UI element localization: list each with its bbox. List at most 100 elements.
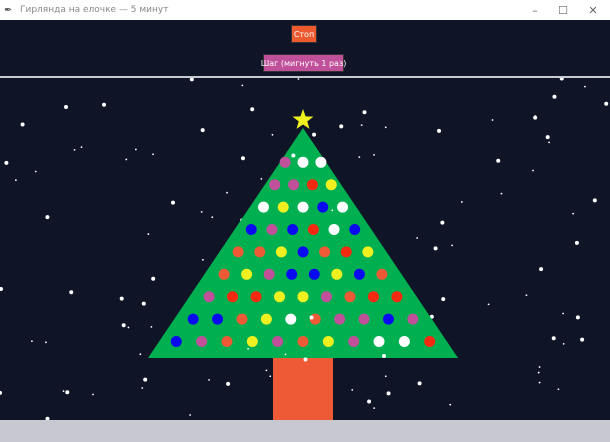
ornament-pink: [196, 336, 208, 347]
snowflake: [451, 244, 454, 247]
ornament-yellow: [325, 179, 337, 191]
snowflake: [0, 286, 3, 291]
ornament-pink: [334, 313, 346, 325]
ornament-yellow: [246, 336, 258, 347]
snowflake: [189, 78, 194, 82]
ornament-white: [328, 224, 340, 235]
ornament-red: [367, 291, 379, 303]
snowflake: [102, 102, 107, 107]
snowflake: [437, 128, 442, 133]
snowflake: [141, 387, 144, 389]
snowflake: [200, 128, 205, 133]
stop-button[interactable]: Стоп: [291, 25, 317, 43]
ornament-white: [373, 336, 385, 347]
snowflake: [31, 340, 33, 343]
ornament-pink: [320, 291, 332, 303]
snowflake: [449, 403, 452, 406]
snowflake: [580, 337, 585, 342]
ornament-yellow: [275, 246, 287, 258]
snowflake: [271, 133, 274, 136]
ornament-blue: [187, 313, 199, 325]
snowflake: [312, 132, 317, 137]
snowflake: [539, 267, 544, 272]
tree-canvas: [0, 78, 609, 420]
control-panel: Стоп Шаг (мигнуть 1 раз): [0, 20, 610, 77]
snowflake: [604, 101, 609, 106]
snowflake: [545, 135, 550, 140]
snowflake: [211, 216, 214, 219]
snowfall-front: [152, 110, 446, 410]
ornament-blue: [212, 313, 224, 325]
snowflake: [373, 154, 375, 156]
snowflake: [339, 124, 344, 129]
snowflake: [151, 276, 156, 281]
ornament-orange: [221, 336, 233, 347]
ornament-blue: [353, 268, 365, 280]
ornament-orange: [218, 268, 230, 280]
snowflake: [373, 407, 376, 410]
snowflake: [284, 353, 287, 356]
snowflake: [574, 240, 579, 245]
ornament-red: [424, 336, 436, 347]
ornament-red: [391, 291, 403, 303]
snowflake: [143, 377, 148, 382]
snowflake: [460, 201, 463, 203]
snowflake: [241, 84, 244, 87]
snowflake: [80, 146, 83, 149]
snowflake: [0, 390, 3, 395]
snowflake: [240, 156, 245, 161]
snowflake: [433, 246, 438, 251]
snowflake: [381, 353, 386, 358]
ornament-yellow: [331, 268, 343, 280]
ornament-pink: [358, 313, 370, 325]
snowflake: [226, 191, 228, 194]
ornament-blue: [286, 268, 298, 280]
ornament-red: [227, 291, 239, 303]
snowflake: [134, 148, 137, 151]
app-feather-icon: ✒: [4, 4, 13, 16]
snowflake: [358, 156, 361, 159]
ornament-orange: [297, 336, 309, 347]
snowflake: [441, 297, 446, 302]
ornament-blue: [317, 201, 329, 213]
snowflake: [440, 220, 445, 225]
snowflake: [384, 126, 387, 129]
snowflake: [500, 192, 503, 195]
star-icon: [292, 109, 314, 129]
ornament-yellow: [274, 291, 286, 303]
ornament-blue: [170, 336, 182, 347]
snowflake: [572, 212, 575, 215]
snowflake: [200, 210, 203, 213]
snowflake: [34, 170, 37, 173]
snowflake: [226, 381, 231, 386]
maximize-icon[interactable]: ☐: [558, 3, 568, 17]
ornament-blue: [308, 268, 320, 280]
snowflake: [201, 258, 204, 261]
snowflake: [417, 381, 422, 386]
snowflake: [189, 414, 192, 416]
step-button[interactable]: Шаг (мигнуть 1 раз): [261, 54, 346, 72]
ornament-red: [340, 246, 352, 258]
ornament-blue: [349, 224, 361, 235]
ornament-pink: [263, 268, 275, 280]
snowflake: [416, 237, 419, 239]
ornament-orange: [236, 313, 248, 325]
minimize-icon[interactable]: –: [532, 3, 538, 17]
snowflake: [125, 158, 128, 161]
tree-trunk: [273, 358, 333, 420]
ornament-yellow: [297, 291, 309, 303]
title-bar: ✒ Гирлянда на елочке — 5 минут – ☐ ✕: [0, 0, 610, 20]
snowflake: [538, 381, 541, 384]
snowflake: [119, 296, 124, 301]
ornament-pink: [288, 179, 300, 191]
snowflake: [562, 312, 565, 315]
snowflake: [45, 416, 50, 420]
snowflake: [147, 233, 150, 235]
ornament-pink: [269, 179, 281, 191]
close-icon[interactable]: ✕: [588, 3, 598, 17]
snowflake: [360, 124, 363, 127]
snowflake: [584, 85, 586, 88]
snowflake: [14, 179, 17, 182]
ornament-white: [337, 201, 349, 213]
ornament-white: [398, 336, 410, 347]
